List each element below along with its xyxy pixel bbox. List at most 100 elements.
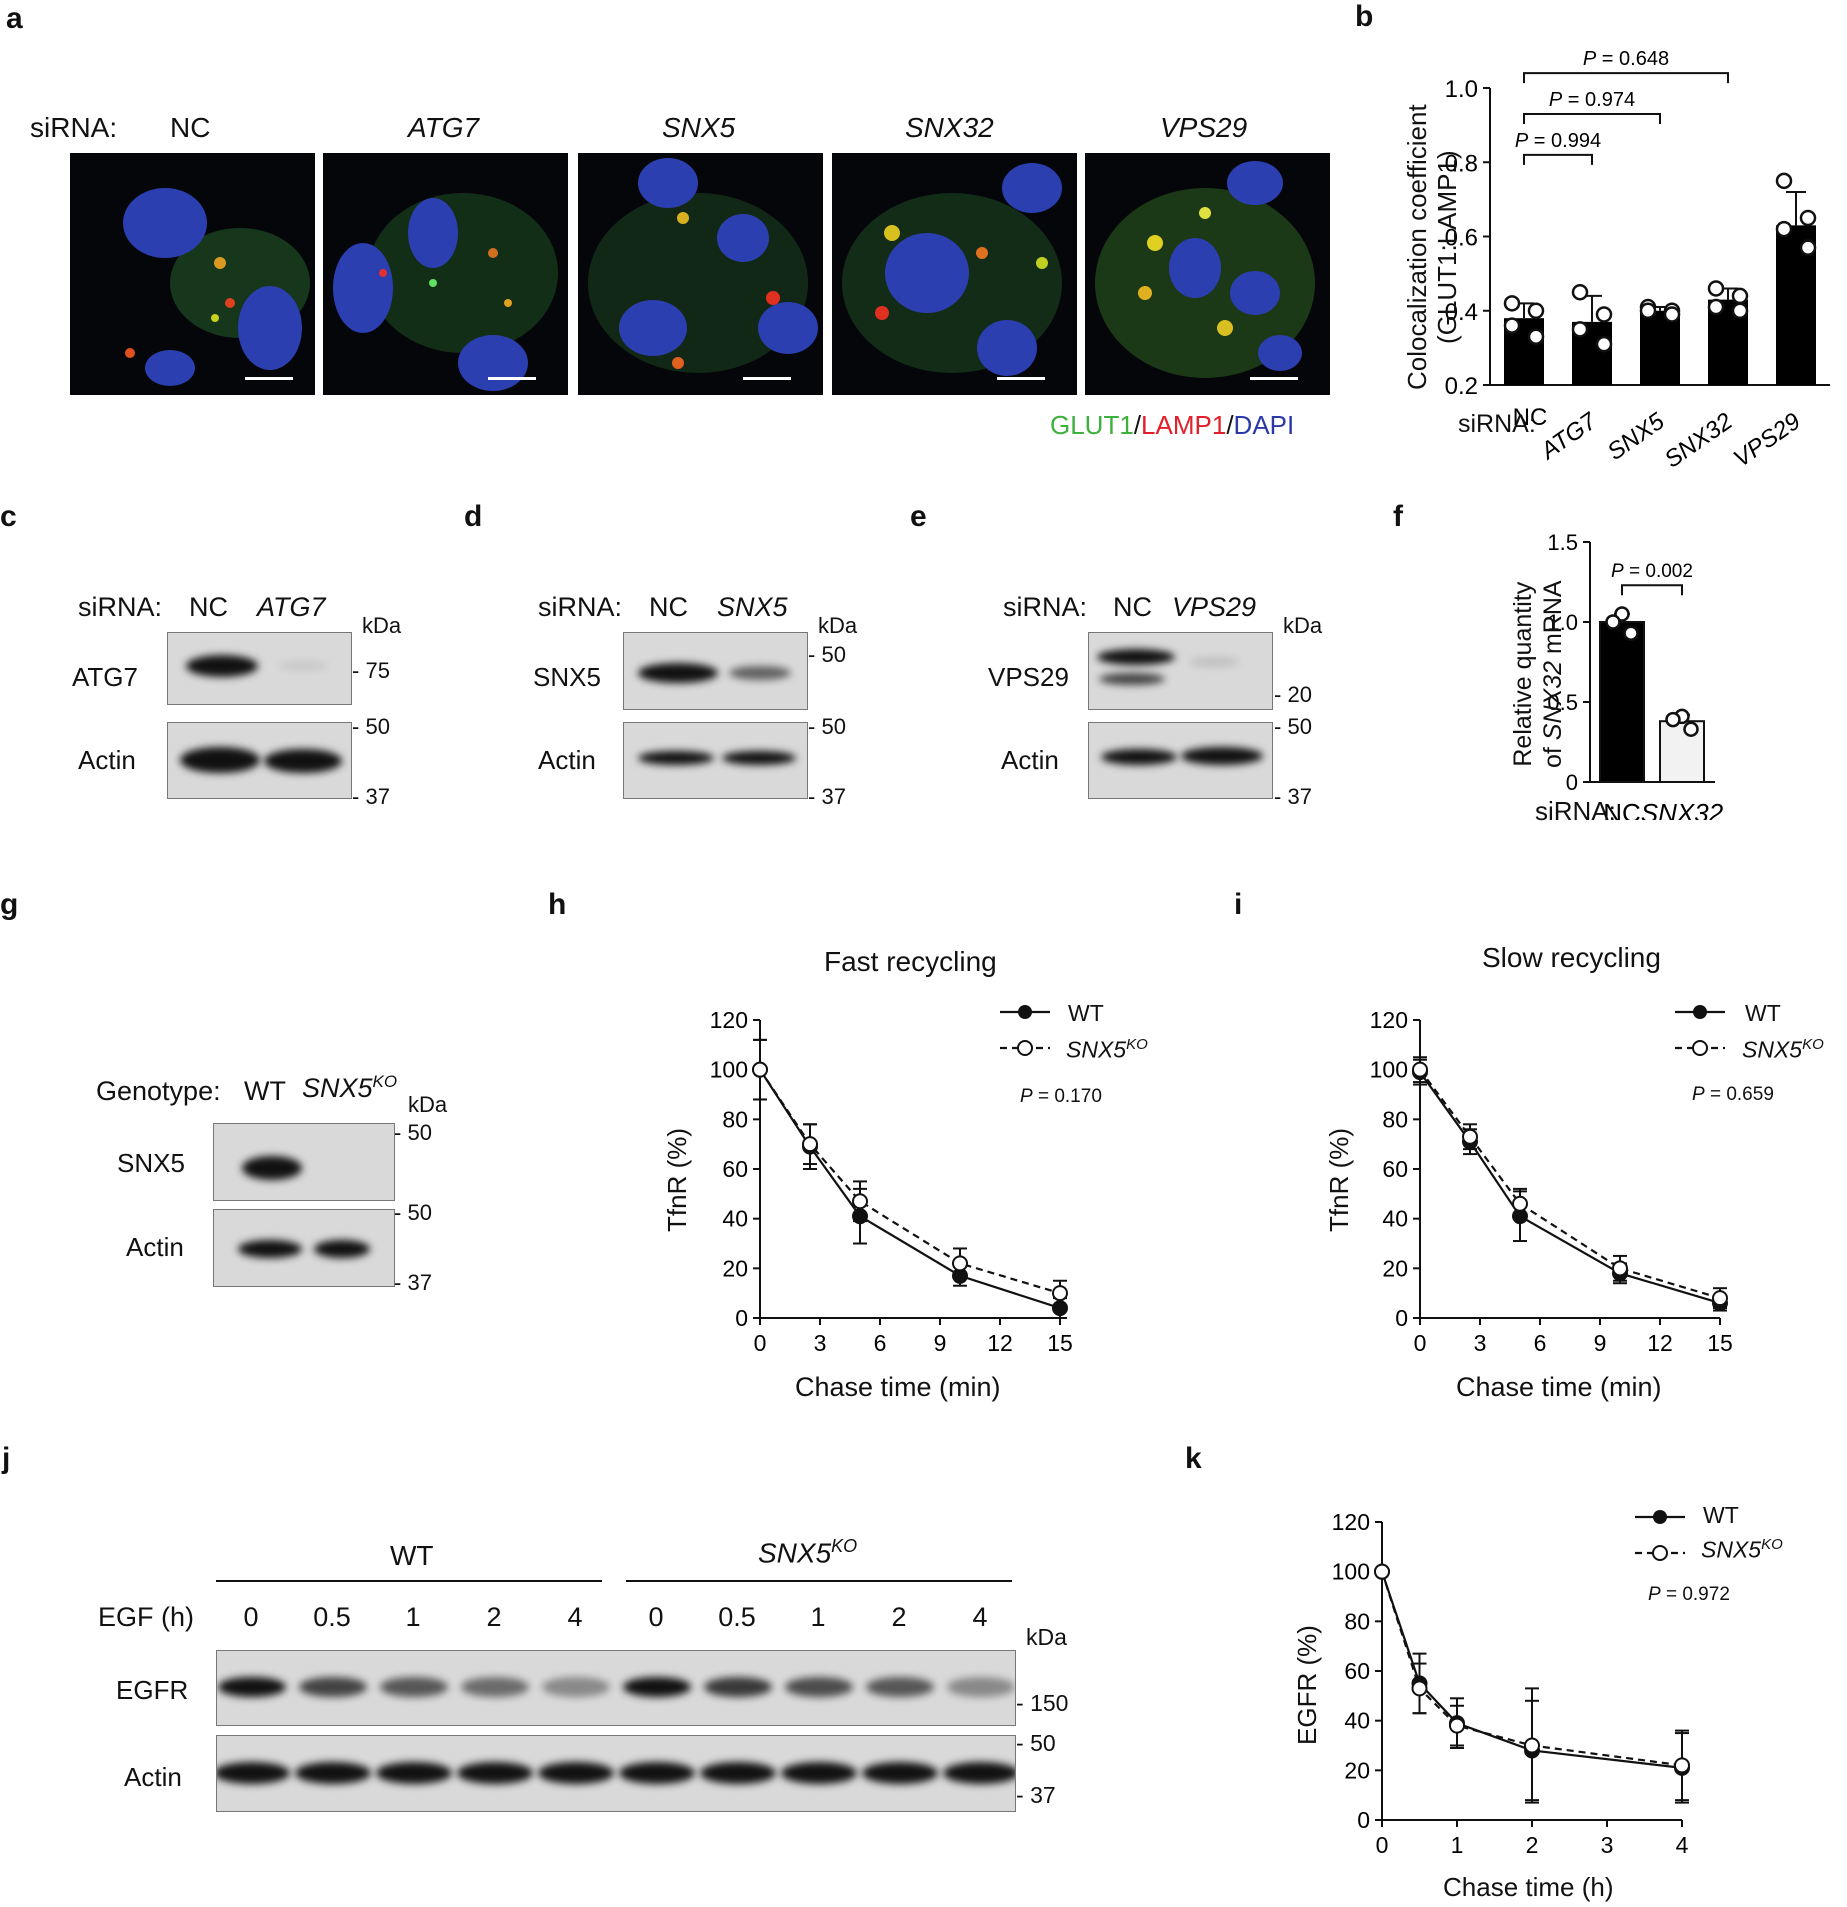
micrograph-atg7 — [323, 153, 568, 395]
h-legend-ko: SNX5KO — [1066, 1036, 1148, 1063]
j-marker-37: - 37 — [1016, 1782, 1056, 1808]
b-data-point — [1527, 328, 1545, 345]
i-data-point — [1612, 1260, 1628, 1277]
d-sirna-label: siRNA: — [538, 592, 623, 622]
b-sirna-label: siRNA: — [1458, 410, 1536, 438]
g-marker-50b: - 50 — [394, 1200, 432, 1225]
j-egfr-band — [299, 1677, 367, 1697]
k-y-tick-label: 80 — [1344, 1608, 1370, 1634]
k-data-point — [1524, 1737, 1540, 1754]
b-data-point — [1731, 302, 1749, 319]
e-blot-vps29 — [1088, 632, 1273, 710]
k-data-point — [1449, 1717, 1465, 1734]
i-legend-ko: SNX5KO — [1742, 1036, 1824, 1063]
c-row-atg7: ATG7 — [72, 662, 138, 692]
e-row-vps29: VPS29 — [988, 662, 1069, 692]
j-timepoint-label: 0 — [648, 1602, 664, 1632]
micrograph-snx32 — [832, 153, 1077, 395]
c-sirna-label: siRNA: — [78, 592, 163, 622]
j-group-wt: WT — [390, 1540, 434, 1571]
j-egfr-band — [704, 1677, 772, 1697]
j-group-ko: SNX5KO — [758, 1536, 858, 1569]
i-data-point — [1712, 1290, 1728, 1307]
h-x-tick-label: 3 — [814, 1330, 827, 1356]
h-x-tick-label: 15 — [1047, 1330, 1073, 1356]
h-legend-marker-ko — [1017, 1040, 1033, 1056]
j-actin-band — [619, 1762, 695, 1784]
k-y-tick-label: 60 — [1344, 1658, 1370, 1684]
e-blot-actin — [1088, 722, 1273, 799]
h-y-tick-label: 60 — [722, 1156, 748, 1182]
j-blot-actin — [216, 1735, 1016, 1812]
c-marker-50: - 50 — [352, 714, 390, 739]
b-pvalue-label: P = 0.974 — [1549, 89, 1635, 111]
panel-label-b: b — [1355, 0, 1374, 33]
f-y-tick-label: 0 — [1566, 770, 1578, 795]
f-y-tick-label: 1.5 — [1547, 530, 1578, 555]
b-data-point — [1731, 287, 1749, 305]
j-blot-egfr — [216, 1650, 1016, 1726]
i-x-tick-label: 6 — [1534, 1330, 1547, 1356]
b-ylabel-line2: (GLUT1:LAMP1) — [1432, 150, 1462, 344]
e-marker-50: - 50 — [1274, 714, 1312, 739]
h-x-tick-label: 12 — [987, 1330, 1013, 1356]
condition-label-atg7: ATG7 — [408, 112, 480, 143]
b-data-point — [1775, 172, 1793, 190]
g-kda-label: kDa — [408, 1092, 448, 1117]
panel-label-h: h — [548, 888, 567, 921]
b-data-point — [1571, 283, 1589, 301]
j-timepoint-label: 1 — [405, 1602, 421, 1632]
b-significance-bracket — [1523, 153, 1593, 165]
j-egfr-band — [866, 1677, 934, 1697]
i-data-point — [1512, 1195, 1528, 1212]
k-x-tick-label: 1 — [1451, 1832, 1464, 1858]
b-y-tick-label: 0.8 — [1445, 150, 1478, 177]
e-lane-vps29: VPS29 — [1172, 592, 1257, 622]
b-significance-bracket — [1523, 112, 1661, 124]
panel-label-k: k — [1185, 1442, 1202, 1475]
c-lane-nc: NC — [189, 592, 228, 622]
j-actin-band — [781, 1762, 857, 1784]
c-blot-atg7 — [167, 632, 352, 705]
b-ylabel-line1: Colocalization coefficient — [1402, 104, 1432, 390]
b-data-point — [1595, 306, 1613, 323]
j-egfr-band — [623, 1677, 691, 1697]
j-actin-band — [457, 1762, 533, 1784]
d-marker-37: - 37 — [808, 784, 846, 809]
micrograph-vps29 — [1085, 153, 1330, 395]
j-timepoint-label: 2 — [486, 1602, 502, 1632]
g-lane-ko: SNX5KO — [302, 1072, 398, 1103]
sirna-label: siRNA: — [30, 112, 118, 143]
h-data-point — [752, 1061, 768, 1078]
i-legend-marker-ko — [1692, 1040, 1708, 1056]
i-legend-wt: WT — [1745, 1000, 1781, 1026]
g-row-snx5: SNX5 — [117, 1148, 185, 1178]
j-row-egfr: EGFR — [116, 1675, 189, 1705]
i-y-tick-label: 100 — [1370, 1057, 1408, 1083]
panel-label-g: g — [0, 888, 19, 921]
k-y-tick-label: 120 — [1332, 1509, 1370, 1535]
f-category-label: SNX32 — [1641, 798, 1724, 820]
j-egfr-band — [785, 1677, 853, 1697]
g-marker-37: - 37 — [394, 1270, 432, 1295]
k-xlabel: Chase time (h) — [1443, 1872, 1614, 1902]
j-timepoint-label: 4 — [972, 1602, 988, 1632]
i-y-tick-label: 0 — [1395, 1305, 1408, 1331]
j-actin-band — [700, 1762, 776, 1784]
h-legend-wt: WT — [1068, 1000, 1104, 1026]
f-bar — [1599, 621, 1645, 783]
i-ylabel: TfnR (%) — [1324, 1128, 1354, 1232]
k-x-tick-label: 2 — [1526, 1832, 1539, 1858]
b-data-point — [1639, 302, 1657, 319]
condition-label-vps29: VPS29 — [1160, 112, 1248, 143]
e-kda-label: kDa — [1283, 613, 1323, 638]
k-series-line — [1380, 1571, 1683, 1767]
h-pvalue: P = 0.170 — [1020, 1086, 1102, 1107]
j-actin-band — [538, 1762, 614, 1784]
j-egfr-band — [218, 1677, 286, 1697]
b-data-point — [1707, 298, 1725, 316]
j-timepoint-label: 1 — [810, 1602, 826, 1632]
i-series-line — [1419, 1071, 1721, 1305]
d-row-snx5: SNX5 — [533, 662, 601, 692]
b-data-point — [1595, 335, 1613, 353]
